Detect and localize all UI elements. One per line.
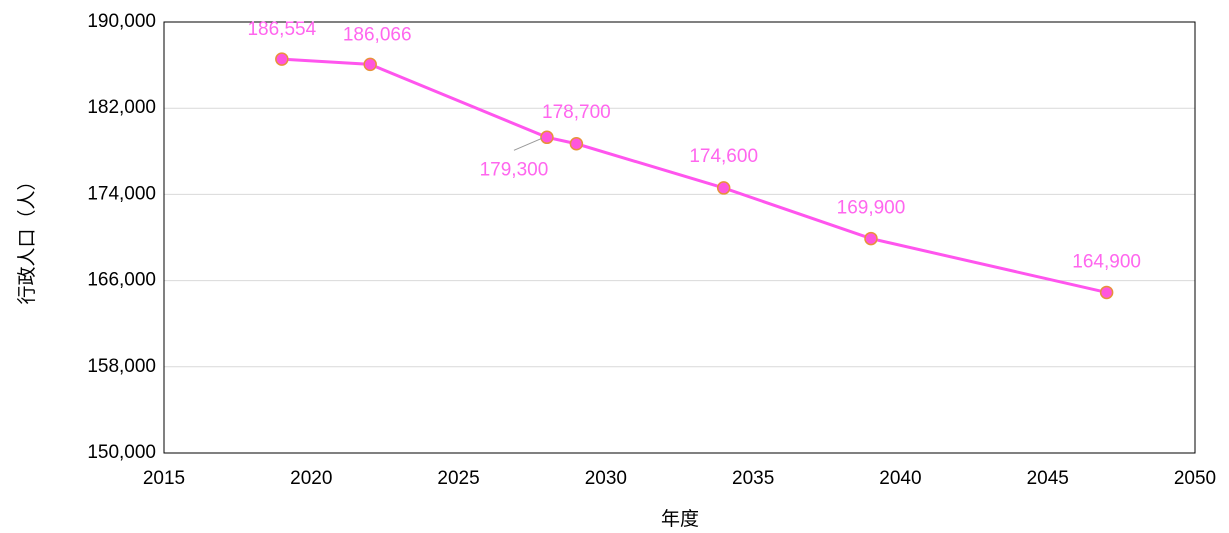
marker <box>716 181 731 195</box>
marker <box>864 231 878 246</box>
x-tick-label: 2050 <box>1174 468 1216 489</box>
x-tick-label: 2040 <box>879 468 921 489</box>
leader-line <box>513 137 543 151</box>
data-label: 186,554 <box>247 19 316 40</box>
y-tick-label: 158,000 <box>87 356 156 377</box>
data-label: 179,300 <box>480 159 549 180</box>
x-tick-label: 2035 <box>732 468 774 489</box>
marker <box>1099 285 1114 300</box>
data-label: 186,066 <box>343 24 412 45</box>
data-label: 178,700 <box>542 102 611 123</box>
y-tick-label: 150,000 <box>87 442 156 463</box>
data-label: 164,900 <box>1072 251 1141 272</box>
marker <box>363 57 377 72</box>
x-tick-label: 2020 <box>290 468 332 489</box>
x-tick-label: 2045 <box>1027 468 1069 489</box>
data-label: 169,900 <box>837 198 906 219</box>
x-tick-label: 2025 <box>437 468 479 489</box>
y-axis-label: 行政人口（人） <box>16 171 38 304</box>
line <box>281 57 1107 294</box>
y-tick-label: 166,000 <box>87 270 156 291</box>
marker <box>540 130 554 145</box>
data-label: 174,600 <box>689 146 758 167</box>
x-tick-label: 2015 <box>143 468 185 489</box>
plot-border <box>163 21 1196 454</box>
y-tick-label: 182,000 <box>87 97 156 118</box>
y-tick-label: 190,000 <box>87 11 156 32</box>
marker <box>569 137 584 151</box>
x-axis-label: 年度 <box>661 508 699 530</box>
x-tick-label: 2030 <box>585 468 627 489</box>
marker <box>275 52 289 66</box>
y-tick-label: 174,000 <box>87 183 156 204</box>
